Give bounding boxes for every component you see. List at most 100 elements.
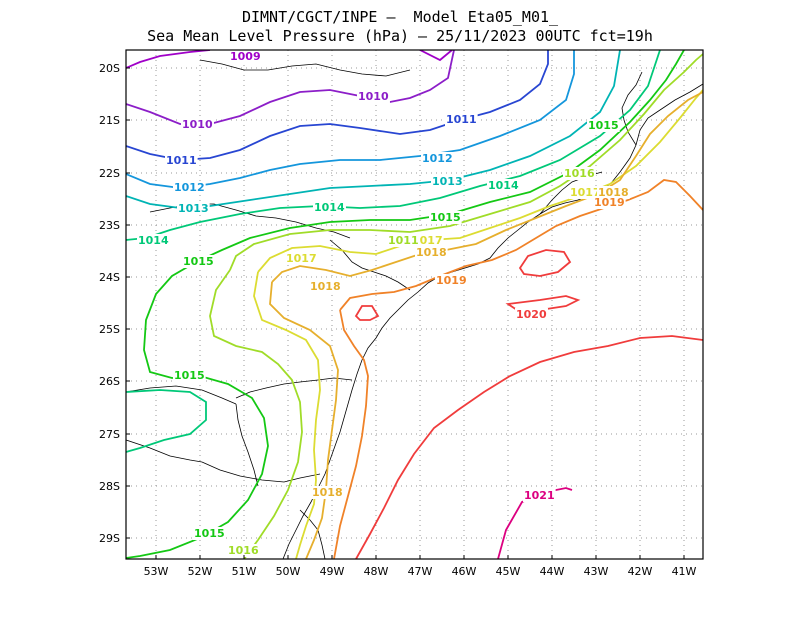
isobar-label: 1019 — [594, 196, 625, 209]
isobar-1020 — [355, 335, 703, 559]
isobar-label: 1013 — [432, 175, 463, 188]
y-axis-labels: 20S 21S 22S 23S 24S 25S 26S 27S 28S 29S — [99, 62, 120, 545]
isobar-label: 1016 — [564, 167, 595, 180]
isobar-labels: 1009 1010 1010 1011 1011 1012 1012 1013 … — [137, 50, 630, 557]
isobar-1018 — [271, 91, 703, 283]
isobar-label: 1015 — [183, 255, 214, 268]
isobar-label: 1012 — [174, 181, 205, 194]
isobar-1017 — [253, 271, 321, 559]
isobar-label-background — [229, 50, 262, 63]
isobar-label-background — [357, 90, 390, 103]
isobar-label-background — [227, 544, 260, 557]
isobar-label-background — [445, 113, 478, 126]
x-tick-label: 52W — [188, 565, 213, 578]
isobar-label: 1018 — [416, 246, 447, 259]
isobar-1011 — [126, 50, 549, 161]
isobar-label-background — [431, 175, 464, 188]
isobar-label: 1010 — [182, 118, 213, 131]
isobar-label-background — [435, 274, 468, 287]
state-border-mg-go — [199, 59, 411, 77]
isobar-1020 — [518, 249, 572, 277]
isobar-label-background — [569, 186, 602, 199]
isobar-label-background — [173, 181, 206, 194]
state-border-pr-sc — [235, 377, 353, 399]
isobar-label-background — [593, 196, 626, 209]
isobar-label-background — [587, 119, 620, 132]
isobar-label-background — [285, 252, 318, 265]
isobar-label-background — [173, 369, 206, 382]
x-tick-label: 47W — [408, 565, 433, 578]
isobar-1019 — [339, 179, 703, 311]
isobar-label-background — [563, 167, 596, 180]
y-tick-label: 23S — [99, 219, 120, 232]
isobar-label: 1015 — [194, 527, 225, 540]
isobar-label-background — [311, 486, 344, 499]
isobar-label: 1014 — [488, 179, 519, 192]
isobar-label: 1017 — [570, 186, 601, 199]
isobar-label: 1018 — [310, 280, 341, 293]
isobar-label-background — [177, 202, 210, 215]
isobar-1019 — [333, 309, 369, 559]
isobar-1014 — [126, 389, 207, 453]
x-tick-label: 44W — [540, 565, 565, 578]
isobar-label: 1014 — [314, 201, 345, 214]
argentina-border — [126, 439, 203, 463]
x-tick-label: 49W — [320, 565, 345, 578]
isobar-label-background — [523, 489, 556, 502]
y-tick-label: 24S — [99, 271, 120, 284]
isobar-label: 1011 — [388, 234, 419, 247]
isobar-label-background — [165, 154, 198, 167]
isobar-1009 — [126, 50, 211, 69]
isobar-label-background — [387, 234, 420, 247]
isobar-1010 — [126, 50, 455, 125]
isobar-label-background — [487, 179, 520, 192]
isobar-label-background — [137, 234, 170, 247]
isobar-label-background — [421, 152, 454, 165]
paraguay-border — [126, 385, 237, 405]
isobar-label: 1013 — [178, 202, 209, 215]
y-tick-label: 22S — [99, 167, 120, 180]
isobar-label: 1015 — [588, 119, 619, 132]
isobar-label: 1019 — [436, 274, 467, 287]
isobar-1018 — [269, 281, 339, 559]
isobar-label: 1016 — [228, 544, 259, 557]
isobar-label: 1020 — [516, 308, 547, 321]
isobar-label-background — [313, 201, 346, 214]
isobar-1009 — [419, 50, 453, 62]
chart-title-line2: Sea Mean Level Pressure (hPa) – 25/11/20… — [147, 27, 653, 45]
x-axis-labels: 53W 52W 51W 50W 49W 48W 47W 46W 45W 44W … — [144, 565, 697, 578]
isobar-label-background — [182, 255, 215, 268]
isobar-1016 — [209, 269, 303, 559]
chart-title-line1: DIMNT/CGCT/INPE – Model Eta05_M01_ — [241, 8, 559, 26]
isobar-label: 1015 — [430, 211, 461, 224]
isobar-1016 — [229, 53, 703, 271]
y-tick-label: 20S — [99, 62, 120, 75]
isobar-label: 1011 — [446, 113, 477, 126]
x-tick-label: 42W — [628, 565, 653, 578]
tick-marks — [126, 67, 685, 559]
isobar-label: 1018 — [312, 486, 343, 499]
isobar-1014 — [126, 50, 661, 241]
x-tick-label: 41W — [672, 565, 697, 578]
isobar-1020 — [354, 305, 380, 321]
isobar-label: 1014 — [138, 234, 169, 247]
x-tick-label: 43W — [584, 565, 609, 578]
isobar-label-background — [309, 280, 342, 293]
isobar-label: 1011 — [166, 154, 197, 167]
x-tick-label: 46W — [452, 565, 477, 578]
isobar-label: 1018 — [598, 186, 629, 199]
isobar-label: 1012 — [422, 152, 453, 165]
y-tick-label: 26S — [99, 375, 120, 388]
isobar-label-background — [181, 118, 214, 131]
x-tick-label: 50W — [276, 565, 301, 578]
x-tick-label: 48W — [364, 565, 389, 578]
isobar-label: 1009 — [230, 50, 261, 63]
map-frame — [125, 49, 704, 560]
isobar-label-background — [597, 186, 630, 199]
isobar-label-background — [415, 246, 448, 259]
river-parana — [235, 403, 259, 487]
y-tick-label: 27S — [99, 428, 120, 441]
isobar-1015 — [126, 261, 269, 559]
isobars — [126, 50, 703, 559]
